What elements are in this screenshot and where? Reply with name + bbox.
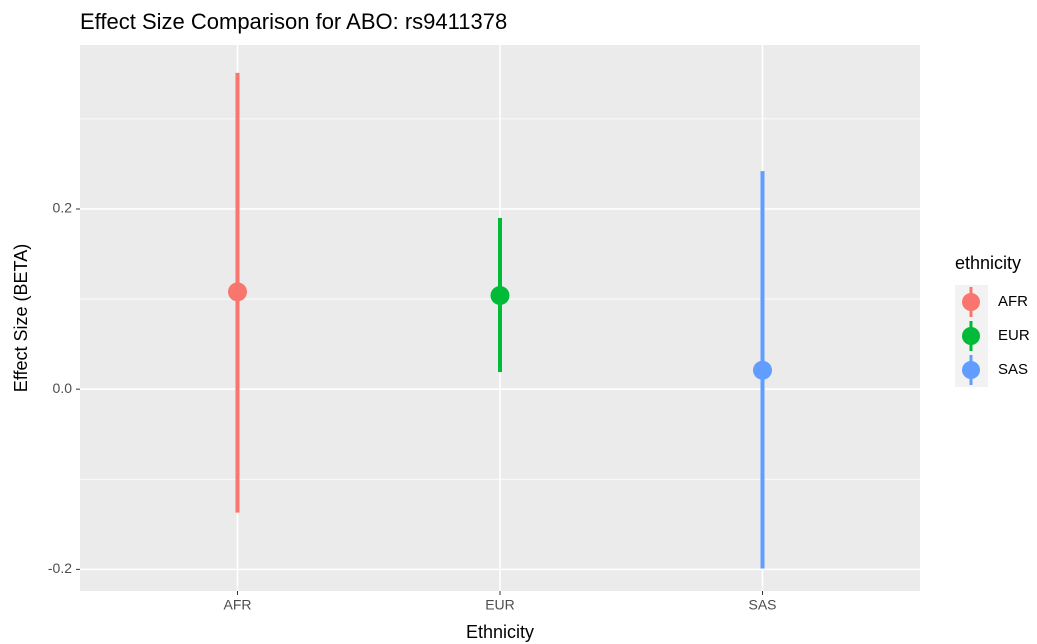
y-tick-label: -0.2: [48, 560, 72, 576]
y-tick-label: 0.0: [53, 380, 73, 396]
legend-key-point: [962, 293, 980, 311]
x-axis-title: Ethnicity: [466, 622, 534, 642]
legend-key-point: [962, 327, 980, 345]
chart-title: Effect Size Comparison for ABO: rs941137…: [80, 9, 507, 34]
legend-label: EUR: [998, 327, 1030, 344]
legend-key-point: [962, 361, 980, 379]
x-tick-label: SAS: [748, 597, 776, 613]
point: [490, 285, 510, 305]
point: [228, 282, 247, 302]
y-tick-label: 0.2: [53, 200, 73, 216]
x-tick-label: AFR: [224, 597, 252, 613]
legend-label: AFR: [998, 293, 1028, 310]
legend-label: SAS: [998, 361, 1028, 378]
point: [753, 360, 772, 380]
legend-title: ethnicity: [955, 253, 1021, 273]
y-axis-title: Effect Size (BETA): [11, 244, 31, 392]
x-tick-label: EUR: [485, 597, 515, 613]
